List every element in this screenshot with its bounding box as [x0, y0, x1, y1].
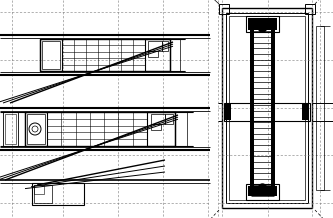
- Bar: [226, 13, 308, 203]
- Bar: [225, 104, 231, 120]
- Bar: [302, 104, 309, 120]
- Bar: [246, 16, 279, 32]
- Bar: [25, 112, 175, 146]
- Bar: [162, 41, 168, 51]
- Bar: [248, 18, 277, 30]
- Bar: [40, 39, 170, 71]
- Bar: [229, 16, 305, 200]
- Circle shape: [258, 184, 266, 192]
- Bar: [246, 184, 279, 200]
- Bar: [250, 20, 254, 196]
- Bar: [5, 114, 16, 144]
- Bar: [40, 39, 62, 71]
- Bar: [147, 112, 175, 146]
- Bar: [151, 114, 165, 124]
- Bar: [316, 26, 324, 190]
- Bar: [305, 4, 315, 14]
- Bar: [271, 20, 275, 196]
- Bar: [151, 124, 161, 130]
- Bar: [27, 114, 45, 144]
- Bar: [148, 51, 158, 57]
- Bar: [34, 185, 44, 194]
- Bar: [222, 8, 312, 208]
- Bar: [165, 114, 173, 124]
- Bar: [248, 186, 277, 196]
- Bar: [145, 39, 170, 71]
- Bar: [148, 41, 162, 51]
- Bar: [224, 103, 310, 121]
- Bar: [219, 4, 229, 14]
- Bar: [3, 112, 18, 146]
- Bar: [34, 185, 52, 203]
- Bar: [25, 112, 47, 146]
- Circle shape: [258, 24, 266, 32]
- Bar: [42, 41, 60, 69]
- Bar: [32, 183, 84, 205]
